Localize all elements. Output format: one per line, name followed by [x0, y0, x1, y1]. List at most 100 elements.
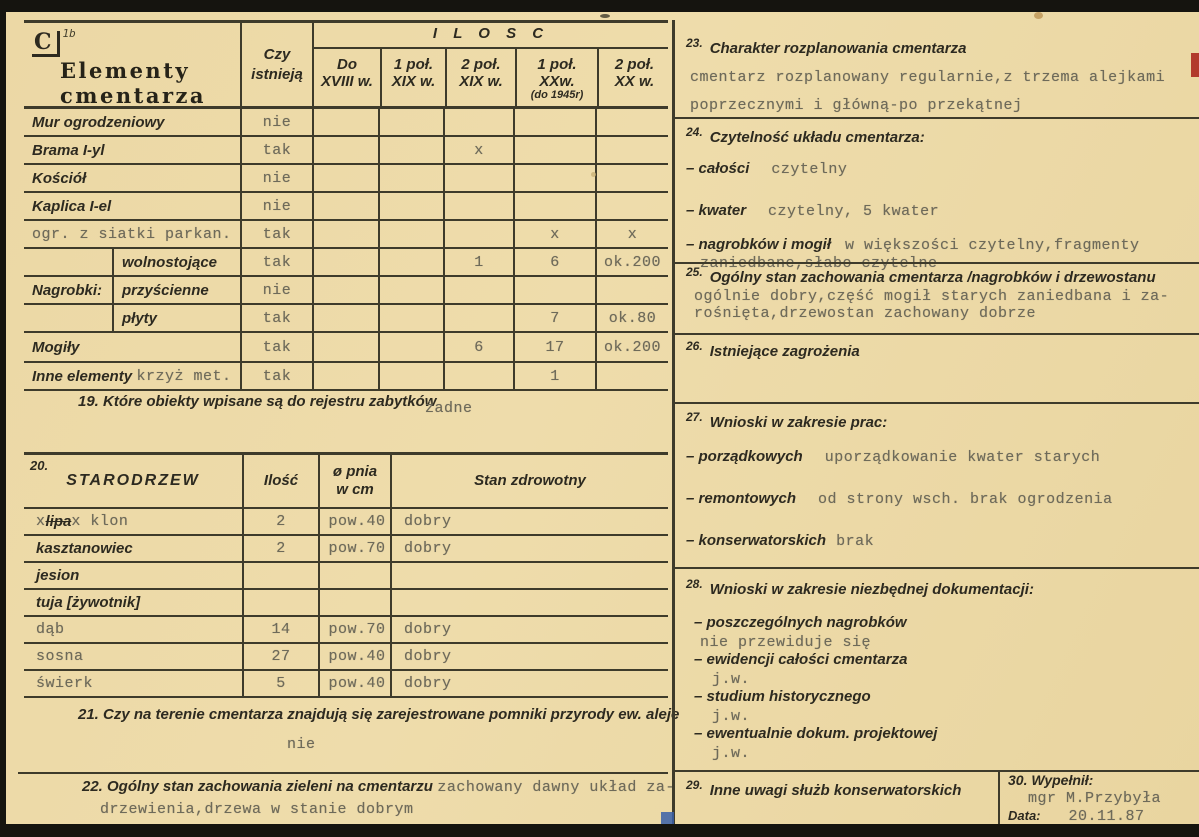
table-row: Nagrobki: przyścienne nie: [24, 277, 668, 305]
period-value: 17: [513, 333, 595, 363]
question-22: 22. Ogólny stan zachowania zieleni na cm…: [82, 778, 675, 796]
question-21-answer: nie: [287, 736, 316, 753]
tree-condition: [390, 563, 668, 590]
period-value: [443, 109, 513, 137]
period-value: [443, 363, 513, 391]
period-value: [513, 165, 595, 193]
column-header-period: Do XVIII w.: [321, 56, 373, 90]
question-22-answer-line1: zachowany dawny układ za-: [437, 779, 675, 796]
period-value: [595, 277, 668, 305]
stain: [600, 14, 610, 18]
period-value: ok.200: [595, 249, 668, 277]
tree-count: 2: [242, 536, 318, 563]
typed-answer: j.w.: [712, 671, 751, 688]
section-title: Wnioski w zakresie niezbędnej dokumentac…: [709, 581, 1034, 598]
table-row: ogr. z siatki parkan. tak x x: [24, 221, 668, 249]
period-value: [513, 277, 595, 305]
period-value: [513, 137, 595, 165]
period-value: [443, 277, 513, 305]
period-value: [595, 109, 668, 137]
table-row: Kościół nie: [24, 165, 668, 193]
column-header-period: 2 poł. XX w.: [597, 49, 670, 106]
period-value: [378, 305, 443, 333]
period-value: [443, 305, 513, 333]
period-value: [443, 221, 513, 249]
section-number: 28.: [686, 577, 703, 591]
subitem-label: – remontowych: [686, 490, 797, 507]
overstrike: x: [36, 513, 46, 530]
ilosc-header: I L O S C: [314, 23, 668, 49]
subitem-label: – studium historycznego: [694, 688, 871, 705]
table-row: tuja [żywotnik]: [24, 590, 668, 617]
section-title: Czytelność układu cmentarza:: [709, 129, 925, 146]
starodrzew-title: STARODRZEW: [66, 472, 200, 489]
tree-diameter: [318, 563, 390, 590]
element-label-typed: krzyż met.: [136, 367, 232, 385]
typed-answer: brak: [836, 533, 875, 550]
period-value: x: [443, 137, 513, 165]
period-value: [312, 333, 378, 363]
period-value: [378, 165, 443, 193]
period-value: [378, 221, 443, 249]
section-title: Charakter rozplanowania cmentarza: [709, 40, 967, 57]
table-row: x lipa x klon 2 pow.40 dobry: [24, 509, 668, 536]
tree-condition: dobry: [390, 617, 668, 644]
column-header-period: 1 poł. XXw. (do 1945r): [515, 49, 597, 106]
czy-value: tak: [240, 249, 312, 277]
column-header-period: 2 poł. XIX w.: [445, 49, 515, 106]
period-value: [312, 305, 378, 333]
divider: [672, 262, 1199, 264]
section-number: 23.: [686, 36, 703, 50]
period-value: [378, 363, 443, 391]
period-value: [312, 165, 378, 193]
tree-diameter: pow.70: [318, 536, 390, 563]
tree-count: 2: [242, 509, 318, 536]
section-title: Inne uwagi służb konserwatorskich: [709, 782, 962, 799]
element-group-label: Nagrobki:: [32, 281, 103, 299]
tree-name-struck: lipa: [45, 513, 72, 530]
column-header-pnia: ø pnia w cm: [318, 455, 390, 507]
period-value: [378, 109, 443, 137]
typed-answer: cmentarz rozplanowany regularnie,z trzem…: [690, 69, 1166, 114]
section-title: Istniejące zagrożenia: [709, 343, 860, 360]
tree-diameter: [318, 590, 390, 617]
period-value: [595, 363, 668, 391]
table-row: wolnostojące tak 1 6 ok.200: [24, 249, 668, 277]
subitem-label: – całości: [686, 160, 750, 177]
question-22-label: 22. Ogólny stan zachowania zieleni na cm…: [82, 778, 433, 795]
form-mark-cell: C 1b Elementy cmentarza: [24, 23, 240, 109]
red-edge-mark: [1191, 53, 1199, 77]
period-value: [312, 221, 378, 249]
period-value: ok.80: [595, 305, 668, 333]
period-value: 6: [513, 249, 595, 277]
section-28: 28. Wnioski w zakresie niezbędnej dokumen…: [686, 577, 1198, 762]
section-20-number: 20.: [30, 458, 49, 473]
column-header-czy-istnieja: Czy istnieją: [240, 23, 312, 109]
table-row: Brama I-yl tak x: [24, 137, 668, 165]
period-value: 7: [513, 305, 595, 333]
section-23: 23. Charakter rozplanowania cmentarza cme…: [686, 36, 1198, 120]
table-row: Kaplica I-el nie: [24, 193, 668, 221]
divider: [672, 770, 1199, 772]
form-title: Elementy cmentarza: [60, 58, 207, 108]
subitem-label: – kwater: [686, 202, 747, 219]
period-value: [312, 249, 378, 277]
period-value: [312, 137, 378, 165]
period-value: [312, 277, 378, 305]
period-value: [378, 333, 443, 363]
center-divider: [672, 20, 675, 824]
period-value: [378, 137, 443, 165]
period-value: 1: [513, 363, 595, 391]
czy-value: nie: [240, 109, 312, 137]
czy-value: tak: [240, 333, 312, 363]
subitem-label: – poszczególnych nagrobków: [694, 614, 907, 631]
table-row: dąb 14 pow.70 dobry: [24, 617, 668, 644]
blue-edge-mark: [661, 812, 674, 824]
divider: [672, 567, 1199, 569]
typed-answer: ogólnie dobry,część mogił starych zanied…: [694, 288, 1170, 322]
tree-diameter: pow.40: [318, 644, 390, 671]
element-label: Brama I-yl: [32, 141, 105, 159]
filled-by-name: mgr M.Przybyła: [1028, 790, 1162, 807]
question-19-answer: żadne: [425, 400, 473, 417]
